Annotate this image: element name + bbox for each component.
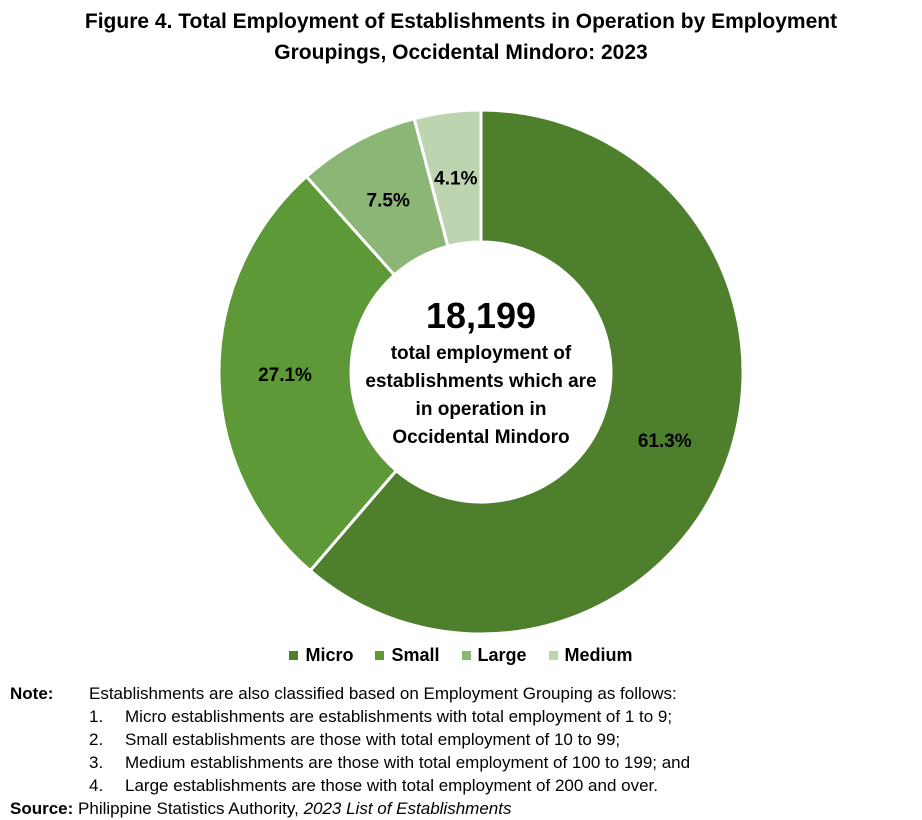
legend-item-micro: Micro — [289, 645, 353, 666]
note-item: 2. Small establishments are those with to… — [89, 728, 910, 751]
source-title: 2023 List of Establishments — [303, 799, 512, 818]
legend-item-medium: Medium — [548, 645, 633, 666]
note-label: Note: — [10, 684, 54, 703]
slice-labels: 61.3% 27.1% 7.5% 4.1% — [258, 169, 692, 453]
note-item-text: Medium establishments are those with tot… — [125, 753, 691, 772]
note-item: 4. Large establishments are those with to… — [89, 774, 910, 797]
legend-swatch — [548, 651, 558, 660]
slice-label-medium: 4.1% — [434, 169, 477, 190]
legend-label: Micro — [305, 645, 354, 665]
note-item: 1. Micro establishments are establishment… — [89, 705, 910, 728]
note-item-number: 4. — [89, 776, 104, 795]
chart-title-line-2: Groupings, Occidental Mindoro: 2023 — [274, 41, 648, 64]
chart-legend: Micro Small Large Medium — [0, 645, 922, 666]
center-caption-line: establishments which are — [365, 371, 596, 392]
notes-section: Note: Establishments are also classified… — [10, 682, 910, 820]
note-item-text: Small establishments are those with tota… — [125, 730, 621, 749]
note-item-number: 1. — [89, 707, 104, 726]
note-item-number: 3. — [89, 753, 104, 772]
note-list: 1. Micro establishments are establishment… — [10, 705, 910, 797]
slice-small — [217, 174, 399, 573]
donut-chart: 61.3% 27.1% 7.5% 4.1% 18,199 total employmen… — [217, 108, 745, 636]
center-total-value: 18,199 — [426, 295, 536, 336]
legend-item-small: Small — [375, 645, 440, 666]
note-item: 3. Medium establishments are those with t… — [89, 751, 910, 774]
legend-swatch — [375, 651, 385, 660]
legend-label: Small — [391, 645, 440, 665]
source-row: Source: Philippine Statistics Authority,… — [10, 797, 910, 820]
donut-center-text: 18,199 total employment of establishments … — [365, 295, 596, 448]
center-caption-line: Occidental Mindoro — [392, 427, 569, 448]
slice-medium — [412, 108, 483, 249]
slice-micro — [308, 108, 745, 636]
legend-item-large: Large — [461, 645, 527, 666]
legend-swatch — [461, 651, 471, 660]
legend-label: Medium — [564, 645, 633, 665]
source-text: Philippine Statistics Authority, — [78, 799, 299, 818]
chart-title: Figure 4. Total Employment of Establishm… — [0, 6, 922, 68]
note-intro-row: Note: Establishments are also classified… — [10, 682, 910, 705]
donut-slices — [217, 108, 745, 636]
note-item-text: Large establishments are those with tota… — [125, 776, 658, 795]
source-label: Source: — [10, 799, 74, 818]
center-caption-line: in operation in — [416, 399, 547, 420]
legend-swatch — [289, 651, 299, 660]
slice-label-large: 7.5% — [367, 190, 410, 211]
slice-label-small: 27.1% — [258, 365, 312, 386]
note-intro: Establishments are also classified based… — [89, 684, 677, 703]
center-caption-line: total employment of — [391, 343, 572, 364]
slice-label-micro: 61.3% — [638, 431, 692, 452]
note-item-number: 2. — [89, 730, 104, 749]
note-item-text: Micro establishments are establishments … — [125, 707, 673, 726]
legend-label: Large — [477, 645, 527, 665]
chart-title-line-1: Figure 4. Total Employment of Establishm… — [84, 10, 838, 33]
